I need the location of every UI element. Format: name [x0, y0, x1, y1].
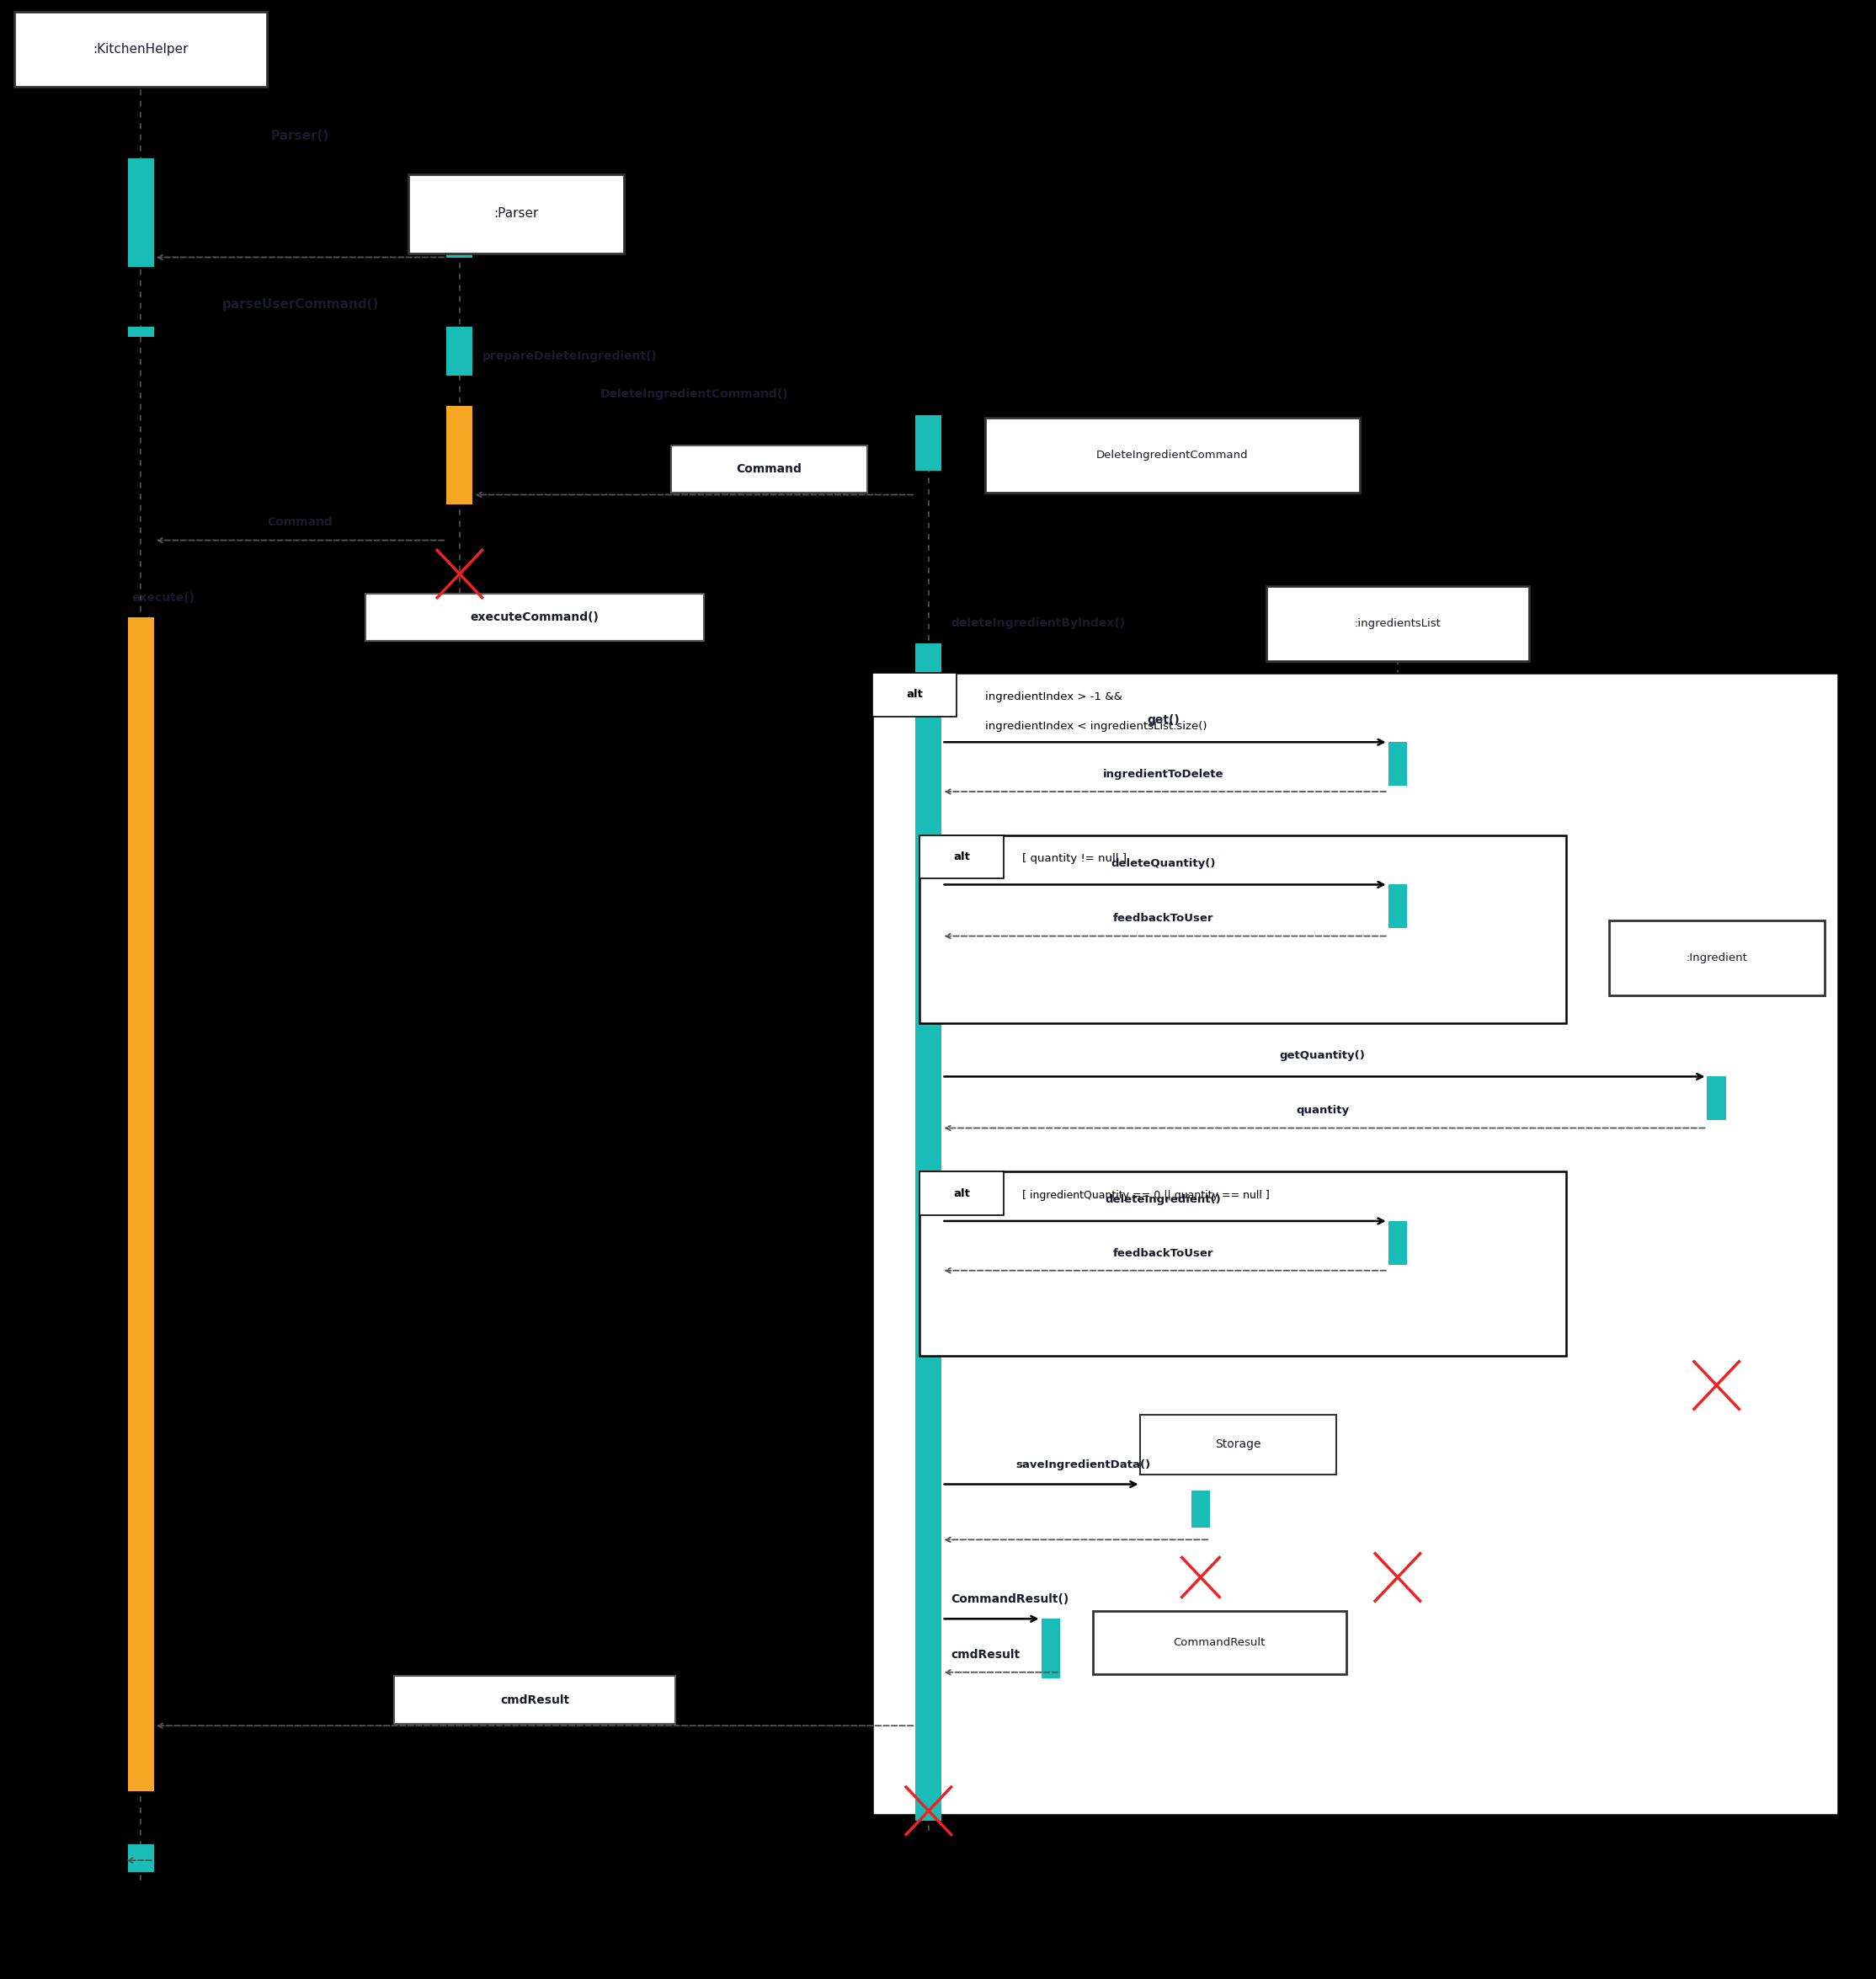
Bar [915, 416, 942, 471]
Text: ingredientToDelete: ingredientToDelete [1103, 768, 1223, 780]
Text: prepareDeleteIngredient(): prepareDeleteIngredient() [482, 350, 657, 362]
Text: parseUserCommand(): parseUserCommand() [221, 299, 379, 311]
Bar [128, 617, 154, 1791]
Bar [872, 673, 1838, 1815]
Bar [446, 406, 473, 505]
Bar [446, 327, 473, 376]
Text: :KitchenHelper: :KitchenHelper [94, 44, 188, 55]
Text: :Parser: :Parser [493, 208, 538, 220]
Bar [1092, 1611, 1347, 1674]
Bar [1141, 1415, 1336, 1474]
Text: ingredientIndex > -1 &&: ingredientIndex > -1 && [985, 691, 1122, 703]
Text: quantity: quantity [1296, 1104, 1349, 1116]
Bar [919, 1172, 1566, 1356]
Text: deleteQuantity(): deleteQuantity() [1111, 857, 1216, 869]
Text: deleteIngredient(): deleteIngredient() [1105, 1193, 1221, 1205]
Text: alt: alt [906, 689, 923, 701]
Bar [128, 158, 154, 267]
Text: DeleteIngredientCommand: DeleteIngredientCommand [1096, 449, 1249, 461]
Bar [1707, 1077, 1726, 1120]
Text: Command: Command [268, 517, 332, 528]
Text: feedbackToUser: feedbackToUser [1112, 912, 1214, 924]
Bar [919, 835, 1004, 879]
Bar [13, 12, 268, 87]
Text: :Ingredient: :Ingredient [1687, 952, 1747, 964]
Text: Command: Command [737, 463, 801, 475]
Bar [1041, 1619, 1060, 1678]
Bar [919, 835, 1566, 1023]
Text: get(): get() [1146, 714, 1180, 726]
Bar [1388, 742, 1407, 786]
Text: ingredientIndex < ingredientsList.size(): ingredientIndex < ingredientsList.size() [985, 720, 1206, 732]
Text: [ ingredientQuantity == 0 || quantity == null ]: [ ingredientQuantity == 0 || quantity ==… [1022, 1189, 1270, 1201]
Text: execute(): execute() [131, 592, 195, 604]
Bar [1191, 1490, 1210, 1528]
Text: saveIngredientData(): saveIngredientData() [1017, 1459, 1150, 1470]
Bar [919, 1172, 1004, 1215]
Text: alt: alt [953, 851, 970, 863]
Text: DeleteIngredientCommand(): DeleteIngredientCommand() [600, 388, 788, 400]
Text: cmdResult: cmdResult [501, 1694, 568, 1706]
Bar [672, 445, 867, 493]
Bar [1388, 1221, 1407, 1265]
Bar [409, 174, 623, 253]
Bar [128, 1844, 154, 1872]
Bar [128, 327, 154, 336]
Text: [ quantity != null ]: [ quantity != null ] [1022, 853, 1127, 865]
Bar [366, 594, 704, 641]
Bar [872, 673, 957, 716]
Bar [394, 1676, 675, 1724]
Text: feedbackToUser: feedbackToUser [1112, 1247, 1214, 1259]
Bar [915, 643, 942, 1821]
Bar [1388, 885, 1407, 928]
Text: cmdResult: cmdResult [951, 1649, 1021, 1660]
Bar [1610, 920, 1823, 995]
Text: deleteIngredientByIndex(): deleteIngredientByIndex() [951, 617, 1126, 629]
Text: CommandResult(): CommandResult() [951, 1593, 1069, 1605]
Text: Parser(): Parser() [270, 131, 330, 142]
Bar [446, 178, 473, 257]
Text: CommandResult: CommandResult [1172, 1637, 1266, 1649]
Text: :ingredientsList: :ingredientsList [1354, 617, 1441, 629]
Text: getQuantity(): getQuantity() [1279, 1049, 1366, 1061]
Text: Storage: Storage [1216, 1439, 1261, 1451]
Text: alt: alt [953, 1187, 970, 1199]
Text: executeCommand(): executeCommand() [471, 612, 598, 623]
Bar [1266, 586, 1529, 661]
Bar [985, 418, 1360, 493]
